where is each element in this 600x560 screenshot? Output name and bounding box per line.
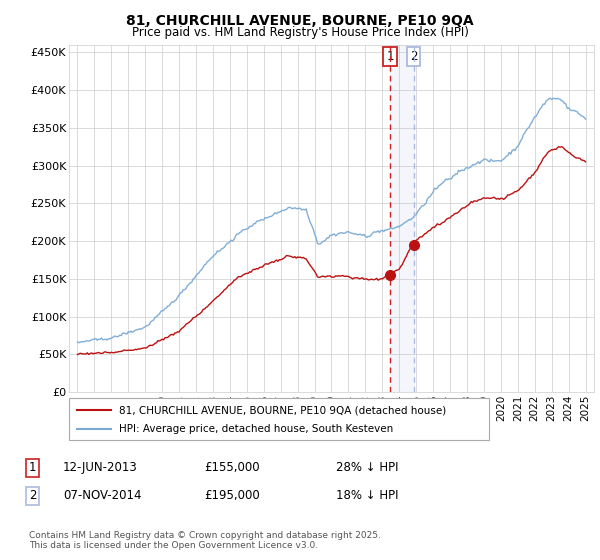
Bar [390, 45, 413, 392]
Text: 1: 1 [29, 461, 36, 474]
Text: 07-NOV-2014: 07-NOV-2014 [63, 489, 142, 502]
Text: Contains HM Land Registry data © Crown copyright and database right 2025.
This d: Contains HM Land Registry data © Crown c… [29, 531, 380, 550]
Text: HPI: Average price, detached house, South Kesteven: HPI: Average price, detached house, Sout… [119, 424, 394, 434]
Text: 81, CHURCHILL AVENUE, BOURNE, PE10 9QA (detached house): 81, CHURCHILL AVENUE, BOURNE, PE10 9QA (… [119, 405, 446, 415]
Text: 2: 2 [410, 50, 418, 63]
Text: 18% ↓ HPI: 18% ↓ HPI [336, 489, 398, 502]
Text: £155,000: £155,000 [204, 461, 260, 474]
Text: 2: 2 [29, 489, 36, 502]
Text: 28% ↓ HPI: 28% ↓ HPI [336, 461, 398, 474]
Text: 12-JUN-2013: 12-JUN-2013 [63, 461, 138, 474]
Text: Price paid vs. HM Land Registry's House Price Index (HPI): Price paid vs. HM Land Registry's House … [131, 26, 469, 39]
Text: £195,000: £195,000 [204, 489, 260, 502]
Text: 81, CHURCHILL AVENUE, BOURNE, PE10 9QA: 81, CHURCHILL AVENUE, BOURNE, PE10 9QA [126, 14, 474, 28]
Text: 1: 1 [386, 50, 394, 63]
FancyBboxPatch shape [69, 398, 489, 440]
